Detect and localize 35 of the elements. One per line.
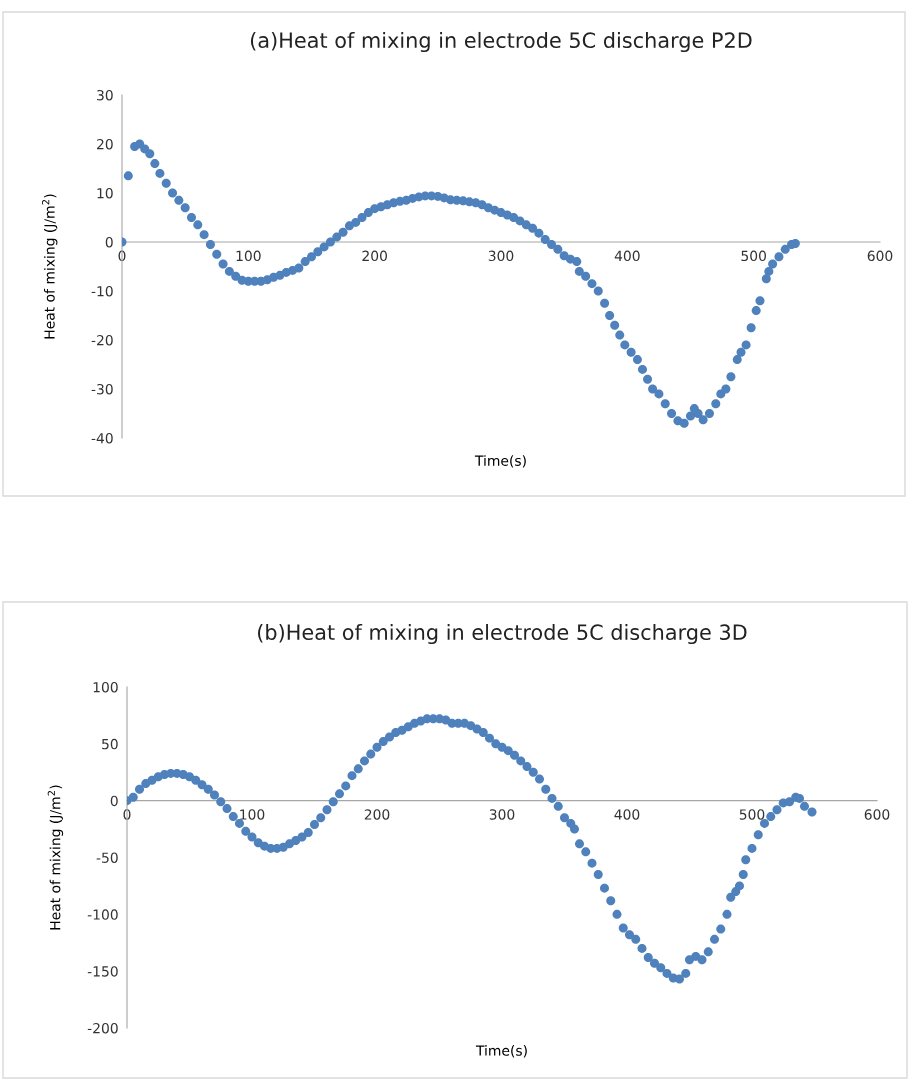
x-tick-label: 100 <box>240 809 265 820</box>
y-tick-label: 30 <box>97 89 113 101</box>
x-tick-label: 500 <box>741 250 766 262</box>
x-tick-label: 200 <box>364 809 390 820</box>
x-tick-label: 0 <box>123 809 131 820</box>
x-axis-title: Time(s) <box>474 455 526 468</box>
y-tick-label: -200 <box>87 1022 118 1034</box>
x-tick-label: 400 <box>614 250 640 262</box>
x-tick-label: 500 <box>739 809 765 820</box>
x-axis-title: Time(s) <box>475 1045 527 1058</box>
x-tick-label: 300 <box>488 250 514 262</box>
y-tick-label: -50 <box>96 852 118 863</box>
y-tick-label: 0 <box>110 795 118 807</box>
y-tick-label: -30 <box>91 383 113 395</box>
x-tick-label: 300 <box>489 809 515 820</box>
y-axis-title: Heat of mixing (J/m$^{2}$) <box>47 785 64 930</box>
y-tick-label: 100 <box>93 681 118 693</box>
y-tick-label: 0 <box>105 236 113 248</box>
y-tick-label: -40 <box>91 432 113 444</box>
y-tick-label: -10 <box>91 285 113 297</box>
y-tick-label: -100 <box>87 909 118 920</box>
y-axis-title: Heat of mixing (J/m$^{2}$) <box>42 194 58 339</box>
y-tick-label: -150 <box>87 966 118 977</box>
y-tick-label: 50 <box>102 738 118 750</box>
x-tick-label: 600 <box>864 809 890 820</box>
y-tick-label: -20 <box>91 334 113 346</box>
x-tick-label: 100 <box>236 250 261 262</box>
x-tick-label: 0 <box>118 250 126 262</box>
chart-title: (a)Heat of mixing in electrode 5C discharge P2D <box>250 31 752 53</box>
chart-title: (b)Heat of mixing in electrode 5C discharge 3D <box>258 623 747 645</box>
x-tick-label: 600 <box>867 250 893 262</box>
y-tick-label: 10 <box>97 187 113 199</box>
x-tick-label: 200 <box>362 250 387 262</box>
x-tick-label: 400 <box>614 809 640 820</box>
y-tick-label: 20 <box>97 138 113 150</box>
